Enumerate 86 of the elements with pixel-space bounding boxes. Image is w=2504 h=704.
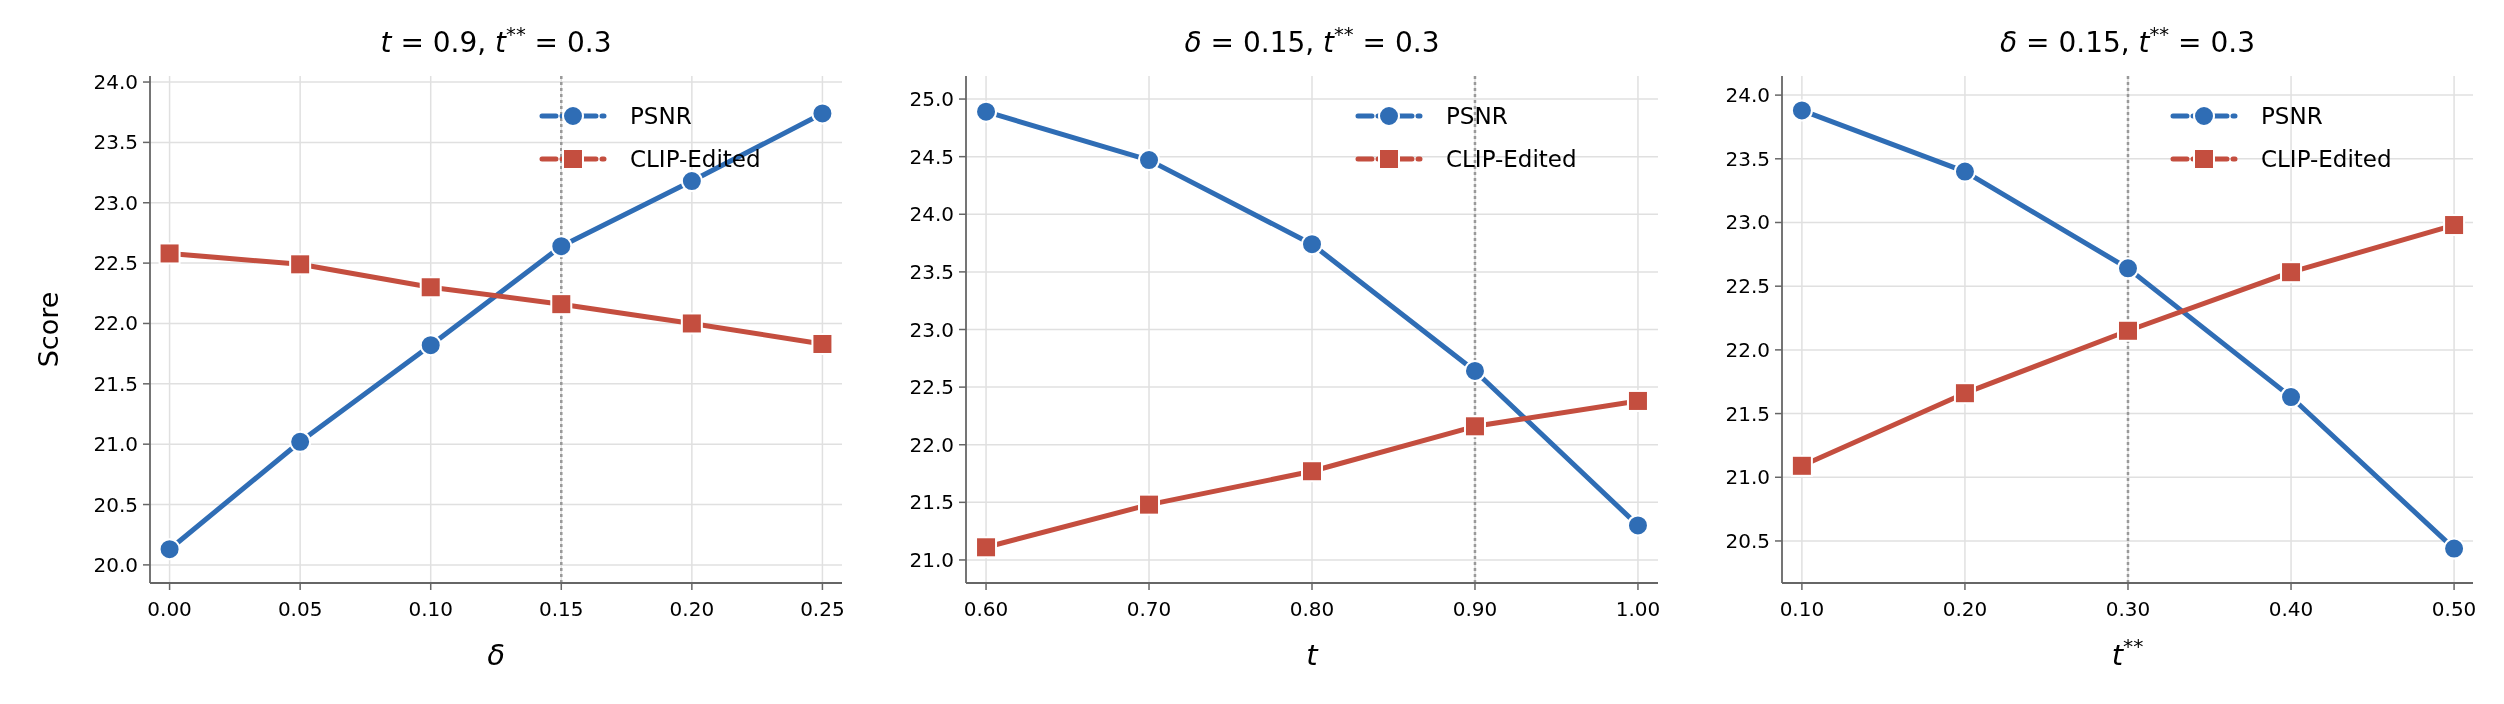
chart-title: δ = 0.15, t$^{**}$ = 0.3 xyxy=(1184,22,1440,59)
legend-label: PSNR xyxy=(1446,103,1508,129)
y-tick-label: 21.5 xyxy=(1725,401,1770,426)
x-tick-label: 0.15 xyxy=(539,597,584,621)
y-tick-label: 24.5 xyxy=(909,144,954,169)
y-tick-label: 22.0 xyxy=(1725,337,1770,362)
point xyxy=(419,334,442,357)
point xyxy=(1301,233,1323,256)
point xyxy=(975,536,998,559)
y-tick-label: 23.5 xyxy=(1725,146,1770,171)
y-axis-title: Score xyxy=(33,291,64,368)
legend-label: PSNR xyxy=(2261,103,2323,129)
y-tick-label: 20.5 xyxy=(1725,528,1770,553)
legend-label: CLIP-Edited xyxy=(1446,146,1577,172)
y-tick-label: 21.0 xyxy=(93,432,138,457)
y-tick-label: 20.0 xyxy=(93,552,138,577)
y-tick-label: 24.0 xyxy=(93,70,138,95)
y-tick-label: 22.5 xyxy=(909,375,954,400)
point xyxy=(2116,319,2139,342)
x-tick-label: 0.90 xyxy=(1452,597,1498,621)
point xyxy=(1953,160,1976,183)
x-tick-label: 0.20 xyxy=(1942,597,1988,621)
y-tick-label: 20.5 xyxy=(93,492,138,517)
y-tick-label: 21.5 xyxy=(909,490,954,515)
point xyxy=(1463,359,1486,382)
point xyxy=(1626,514,1649,537)
y-tick-label: 21.5 xyxy=(93,371,138,396)
point xyxy=(158,538,181,561)
x-tick-label: 0.10 xyxy=(408,597,453,621)
legend-label: CLIP-Edited xyxy=(2261,146,2392,172)
x-tick-label: 1.00 xyxy=(1615,597,1661,621)
y-tick-label: 22.5 xyxy=(1725,274,1770,299)
point xyxy=(2116,257,2139,280)
point xyxy=(1790,99,1813,122)
point xyxy=(811,102,834,125)
y-tick-label: 21.0 xyxy=(1725,465,1770,490)
x-tick-label: 0.25 xyxy=(800,597,845,621)
point xyxy=(1790,454,1813,477)
point xyxy=(550,293,573,316)
point xyxy=(1463,415,1486,438)
point xyxy=(680,312,703,335)
point xyxy=(1953,382,1976,405)
x-axis-title: t xyxy=(1306,638,1320,672)
x-tick-label: 0.05 xyxy=(277,597,323,621)
point xyxy=(680,170,703,193)
point xyxy=(811,332,834,355)
point xyxy=(975,100,998,123)
y-tick-label: 22.0 xyxy=(909,432,954,457)
point xyxy=(2443,537,2466,560)
point xyxy=(158,242,181,265)
x-tick-label: 0.80 xyxy=(1289,597,1335,621)
point xyxy=(1626,389,1649,412)
point xyxy=(550,235,573,258)
y-tick-label: 23.0 xyxy=(909,317,954,342)
x-tick-label: 0.70 xyxy=(1126,597,1172,621)
x-tick-label: 0.00 xyxy=(147,597,192,621)
y-tick-label: 24.0 xyxy=(1725,83,1770,108)
y-tick-label: 22.5 xyxy=(93,251,138,276)
chart-title: t = 0.9, t$^{**}$ = 0.3 xyxy=(380,22,612,59)
point xyxy=(2280,386,2303,409)
y-tick-label: 23.5 xyxy=(909,259,954,284)
point xyxy=(289,430,312,453)
x-axis-title: δ xyxy=(487,638,505,672)
chart-title: δ = 0.15, t$^{**}$ = 0.3 xyxy=(2000,22,2255,59)
point xyxy=(419,276,442,299)
y-tick-label: 24.0 xyxy=(909,202,954,227)
x-tick-label: 0.60 xyxy=(963,597,1009,621)
y-tick-label: 23.0 xyxy=(1725,210,1770,235)
y-tick-label: 23.0 xyxy=(93,190,138,215)
point xyxy=(1301,460,1323,483)
x-axis-title: t$^{**}$ xyxy=(2111,634,2144,672)
y-tick-label: 21.0 xyxy=(909,547,954,572)
y-tick-label: 23.5 xyxy=(93,130,138,155)
point xyxy=(2443,214,2466,237)
legend-label: PSNR xyxy=(630,103,692,129)
point xyxy=(2280,261,2303,284)
x-tick-label: 0.30 xyxy=(2105,597,2151,621)
x-tick-label: 0.20 xyxy=(669,597,715,621)
x-tick-label: 0.50 xyxy=(2431,597,2477,621)
x-tick-label: 0.10 xyxy=(1779,597,1825,621)
point xyxy=(1138,149,1161,172)
point xyxy=(1138,493,1161,516)
x-tick-label: 0.40 xyxy=(2268,597,2314,621)
y-tick-label: 25.0 xyxy=(909,87,954,112)
y-tick-label: 22.0 xyxy=(93,311,138,336)
point xyxy=(289,253,312,276)
